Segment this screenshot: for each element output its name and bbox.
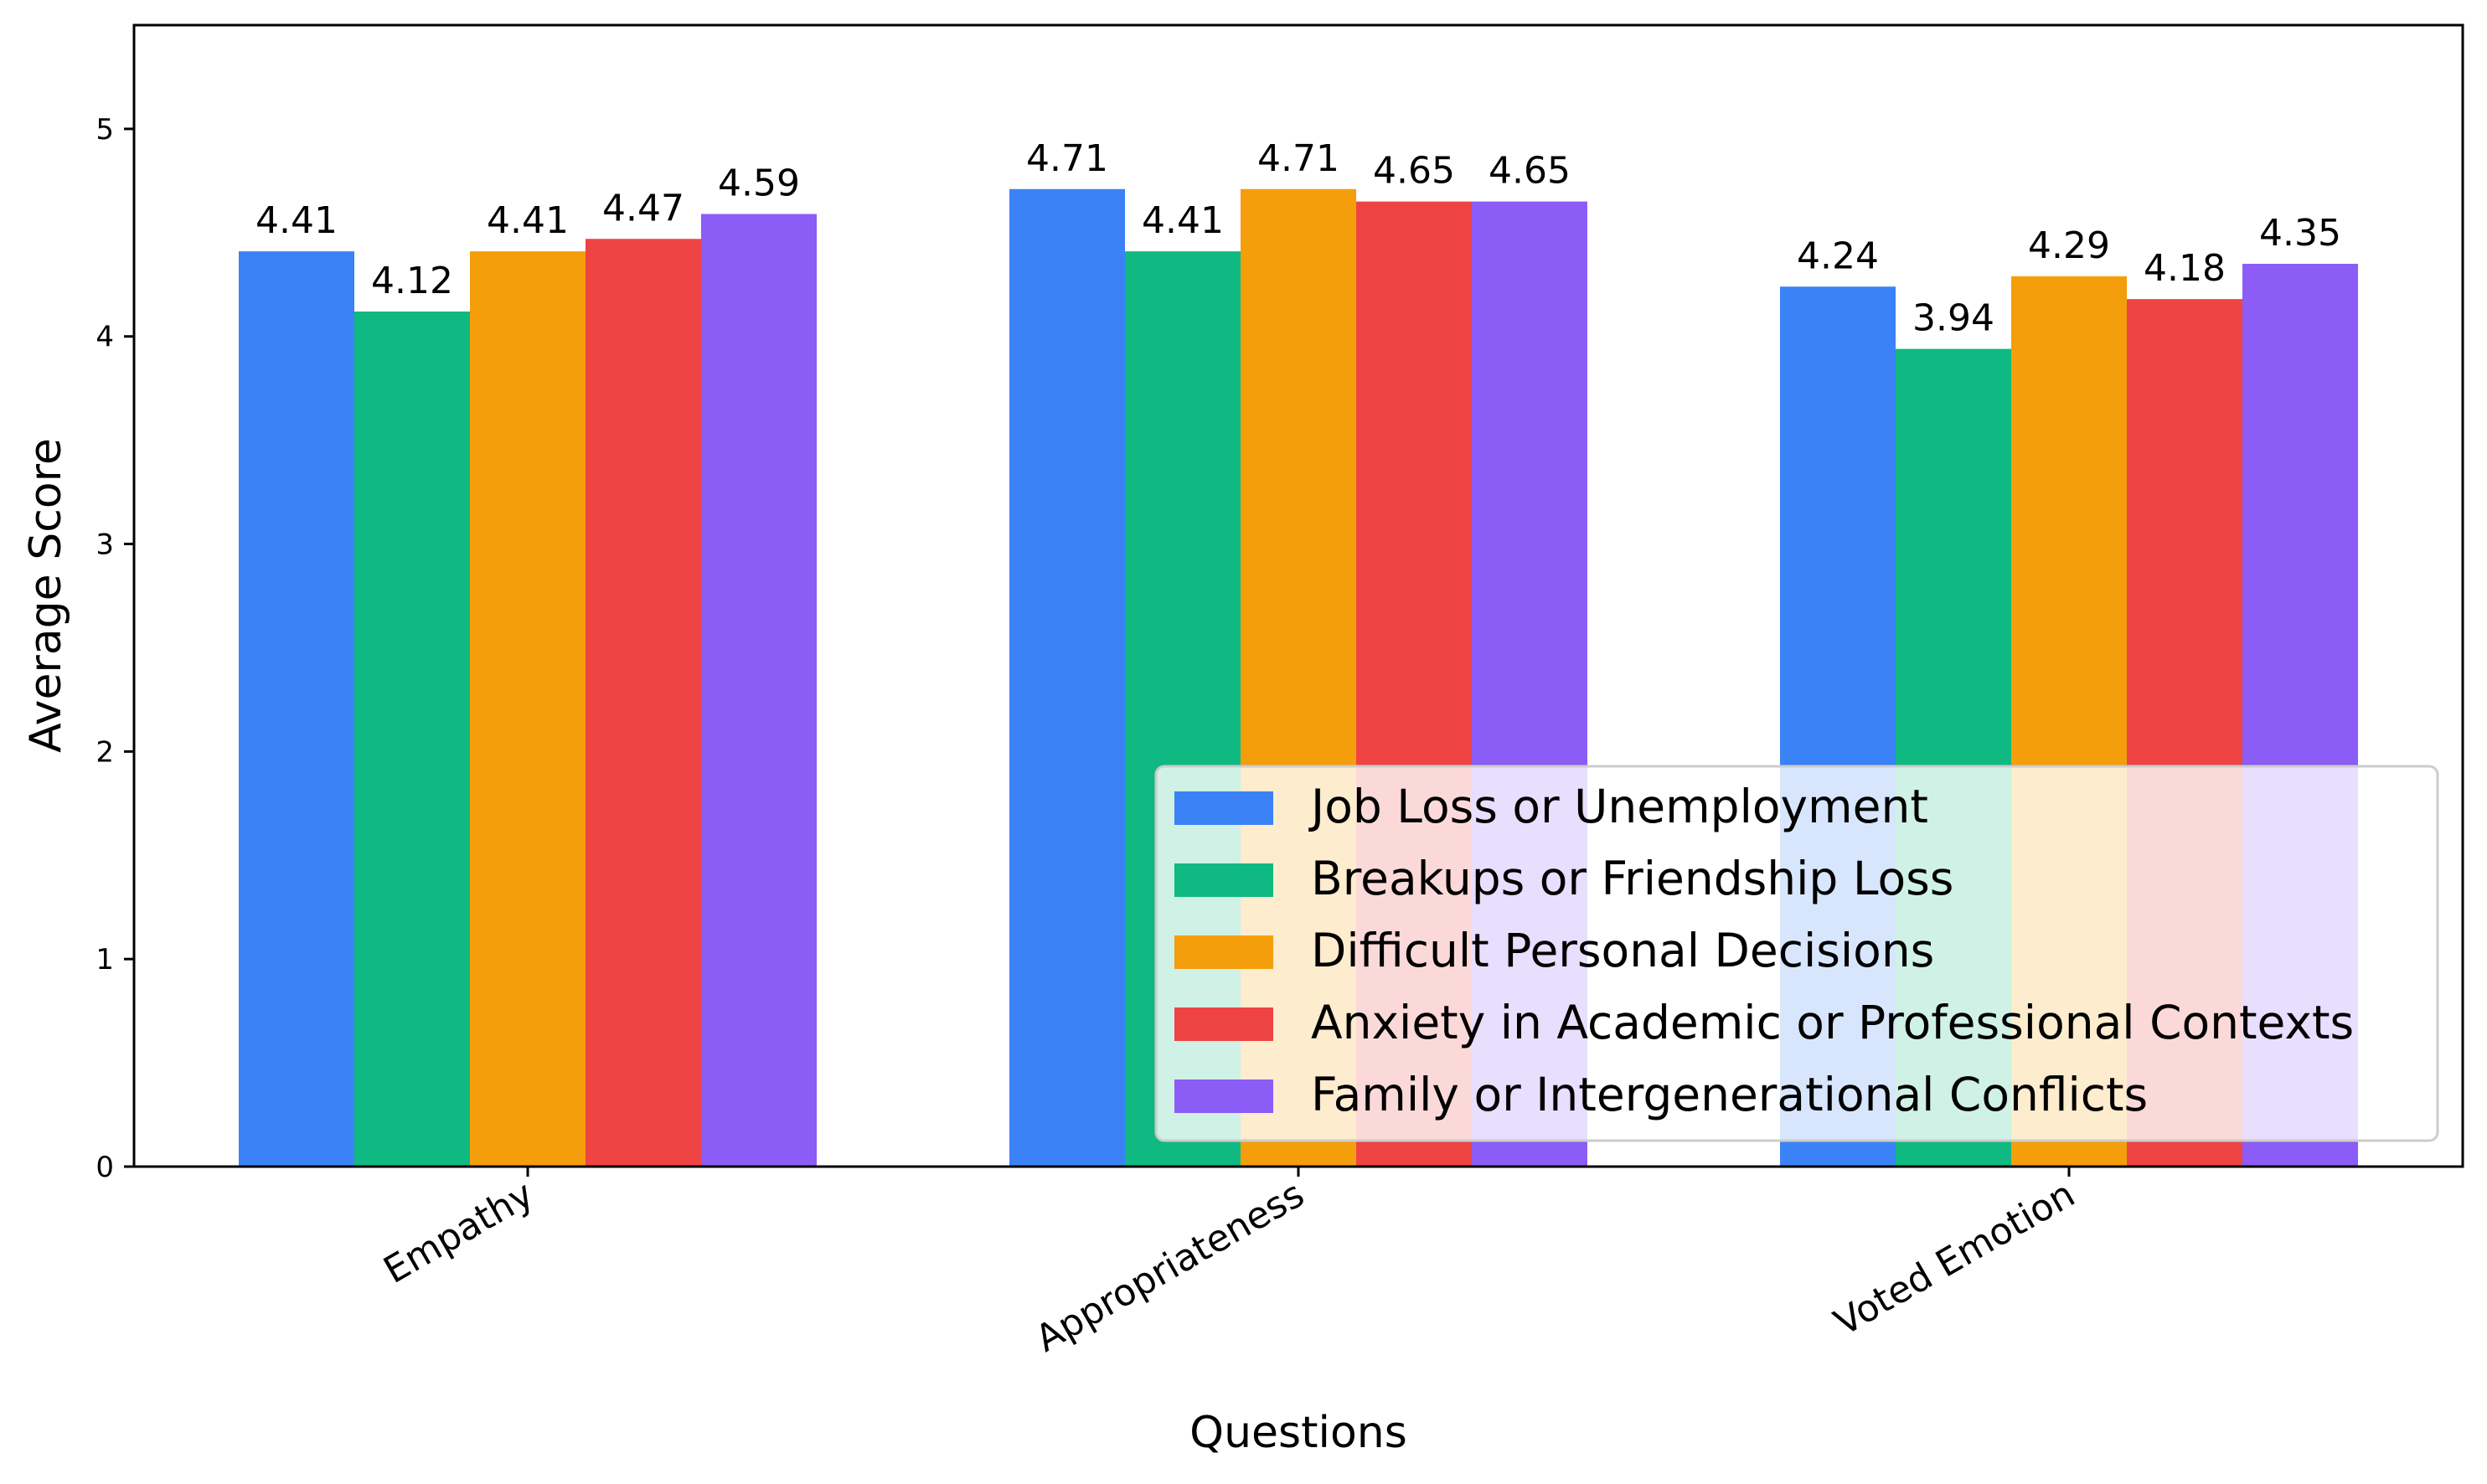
bar-value-label: 4.41 — [1142, 199, 1224, 242]
bar-value-label: 4.71 — [1026, 137, 1108, 180]
bar-value-label: 3.94 — [1912, 297, 1994, 340]
legend: Job Loss or Unemployment Breakups or Frie… — [1154, 765, 2439, 1142]
legend-label: Anxiety in Academic or Professional Cont… — [1311, 996, 2354, 1049]
bar-0-2 — [470, 251, 586, 1167]
y-tick-label: 5 — [95, 113, 114, 147]
x-axis-title: Questions — [1189, 1408, 1407, 1458]
y-axis: 0 1 2 3 4 5 — [95, 113, 134, 1184]
bar-value-label: 4.71 — [1257, 137, 1339, 180]
bar-0-0 — [239, 251, 354, 1167]
bar-value-label: 4.18 — [2144, 247, 2226, 290]
bar-0-4 — [701, 214, 817, 1167]
bar-value-label: 4.59 — [718, 162, 800, 205]
legend-swatch — [1174, 1007, 1273, 1041]
y-tick-label: 3 — [95, 528, 114, 562]
y-tick-label: 0 — [95, 1151, 114, 1184]
y-tick-label: 4 — [95, 321, 114, 354]
bar-value-label: 4.41 — [487, 199, 569, 242]
y-axis-title: Average Score — [21, 438, 71, 753]
legend-box — [1154, 765, 2439, 1142]
bar-value-label: 4.29 — [2028, 224, 2110, 267]
bar-0-3 — [586, 239, 701, 1167]
legend-swatch — [1174, 935, 1273, 969]
y-tick-label: 1 — [95, 943, 114, 976]
legend-label: Family or Intergenerational Conflicts — [1311, 1068, 2148, 1121]
bar-value-label: 4.12 — [371, 260, 453, 302]
bar-value-label: 4.65 — [1489, 150, 1571, 193]
bar-1-0 — [1009, 188, 1125, 1167]
bar-value-label: 4.41 — [255, 199, 338, 242]
bar-value-label: 4.24 — [1797, 234, 1879, 277]
legend-swatch — [1174, 863, 1273, 897]
legend-swatch — [1174, 791, 1273, 825]
legend-swatch — [1174, 1080, 1273, 1113]
bar-value-label: 4.65 — [1373, 150, 1455, 193]
bar-value-label: 4.47 — [602, 187, 684, 229]
y-tick-label: 2 — [95, 735, 114, 769]
bar-labels-group: 4.41 4.71 4.24 4.12 4.41 3.94 4.41 4.71 4.29 4.47… — [255, 137, 2341, 340]
legend-label: Difficult Personal Decisions — [1311, 924, 1934, 977]
bar-value-label: 4.35 — [2259, 212, 2341, 255]
legend-label: Job Loss or Unemployment — [1308, 780, 1928, 833]
legend-label: Breakups or Friendship Loss — [1311, 852, 1953, 905]
bar-0-1 — [354, 311, 470, 1167]
